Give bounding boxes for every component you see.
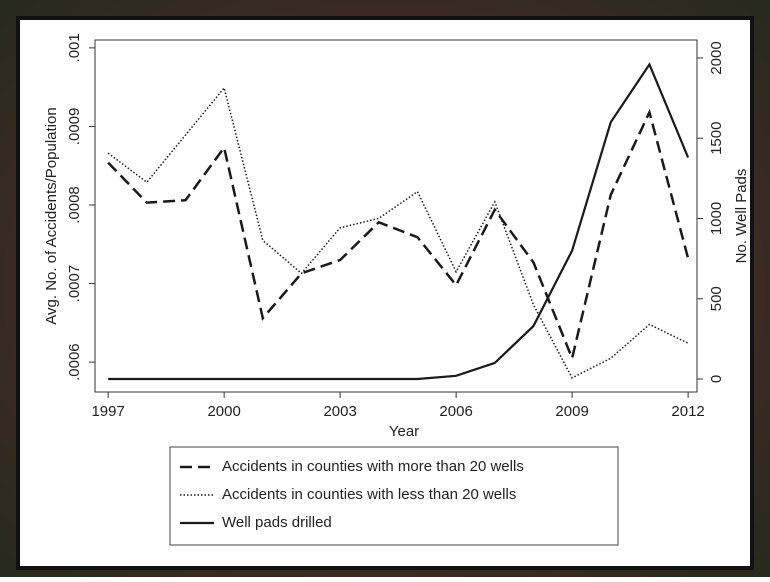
y-tick-label: .0006 — [66, 343, 83, 381]
y2-tick-label: 0 — [708, 375, 725, 383]
x-tick-label: 2003 — [323, 403, 356, 420]
legend-label: Accidents in counties with less than 20 … — [222, 486, 516, 503]
series-line — [107, 108, 690, 363]
legend — [169, 446, 619, 546]
series-line — [108, 62, 690, 381]
y-tick-label: .001 — [66, 33, 83, 62]
x-tick-label: 1997 — [91, 403, 124, 420]
legend-label: Well pads drilled — [222, 514, 332, 531]
y2-tick-label: 1000 — [708, 202, 725, 235]
x-tick-label: 2000 — [207, 403, 240, 420]
legend-label: Accidents in counties with more than 20 … — [222, 458, 524, 475]
y2-tick-label: 500 — [708, 286, 725, 311]
y-tick-label: .0009 — [66, 108, 83, 146]
y-tick-label: .0007 — [66, 265, 83, 303]
x-axis-title: Year — [389, 423, 419, 440]
x-tick-label: 2006 — [439, 403, 472, 420]
x-tick-label: 2009 — [555, 403, 588, 420]
y-axis-title: Avg. No. of Accidents/Population — [43, 107, 60, 324]
panel — [20, 20, 750, 566]
y2-axis-title: No. Well Pads — [733, 169, 750, 264]
x-tick-label: 2012 — [671, 403, 704, 420]
series-line — [107, 86, 689, 379]
plot-area — [94, 39, 698, 393]
y-tick-label: .0008 — [66, 186, 83, 224]
y2-tick-label: 2000 — [708, 41, 725, 74]
y2-tick-label: 1500 — [708, 122, 725, 155]
